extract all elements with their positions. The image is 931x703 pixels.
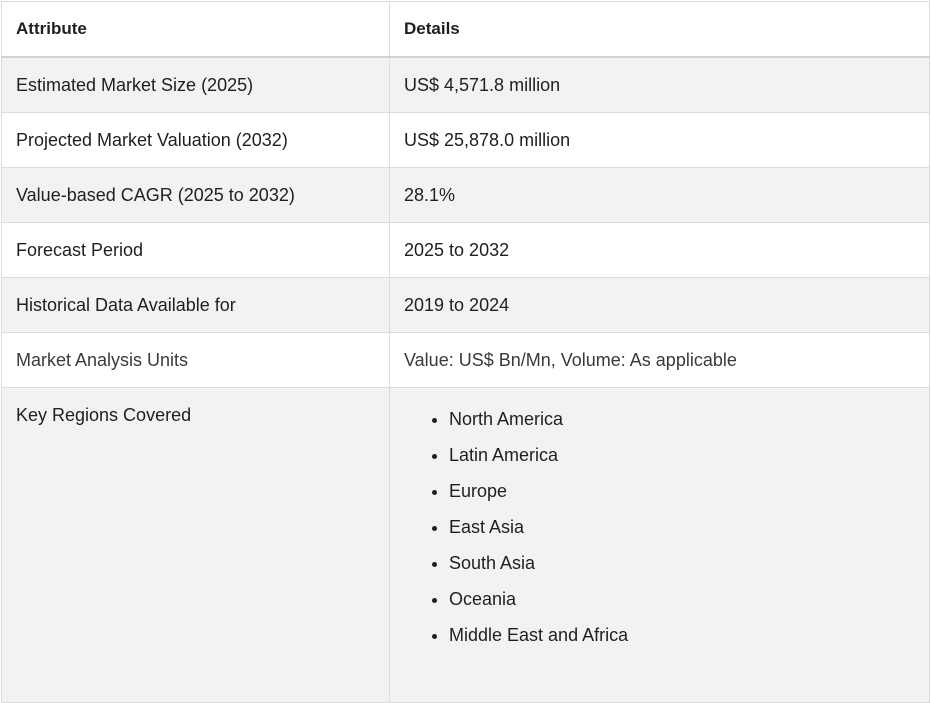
row-attribute: Forecast Period (1, 222, 390, 278)
row-details: 2025 to 2032 (389, 222, 930, 278)
regions-row: Key Regions Covered North America Latin … (1, 387, 930, 703)
regions-details: North America Latin America Europe East … (389, 387, 930, 703)
region-item: Europe (449, 478, 915, 514)
header-details: Details (389, 1, 930, 58)
row-attribute: Projected Market Valuation (2032) (1, 112, 390, 168)
region-list: North America Latin America Europe East … (404, 406, 915, 658)
table-row: Value-based CAGR (2025 to 2032) 28.1% (1, 167, 930, 223)
row-details: US$ 4,571.8 million (389, 56, 930, 113)
row-details: 2019 to 2024 (389, 277, 930, 333)
region-item: Latin America (449, 442, 915, 478)
header-row: Attribute Details (1, 1, 930, 58)
region-item: South Asia (449, 550, 915, 586)
table-row: Historical Data Available for 2019 to 20… (1, 277, 930, 333)
row-details: US$ 25,878.0 million (389, 112, 930, 168)
table-body: Estimated Market Size (2025) US$ 4,571.8… (1, 56, 930, 703)
row-attribute: Market Analysis Units (1, 332, 390, 388)
row-attribute: Historical Data Available for (1, 277, 390, 333)
row-attribute: Estimated Market Size (2025) (1, 56, 390, 113)
region-item: Middle East and Africa (449, 622, 915, 658)
table-row: Estimated Market Size (2025) US$ 4,571.8… (1, 56, 930, 113)
row-attribute: Value-based CAGR (2025 to 2032) (1, 167, 390, 223)
row-details: 28.1% (389, 167, 930, 223)
row-details: Value: US$ Bn/Mn, Volume: As applicable (389, 332, 930, 388)
region-item: Oceania (449, 586, 915, 622)
table-header: Attribute Details (1, 1, 930, 58)
page: { "table": { "headers": { "attribute": "… (0, 0, 931, 686)
region-item: East Asia (449, 514, 915, 550)
table-row: Forecast Period 2025 to 2032 (1, 222, 930, 278)
table-row: Market Analysis Units Value: US$ Bn/Mn, … (1, 332, 930, 388)
table-row: Projected Market Valuation (2032) US$ 25… (1, 112, 930, 168)
region-item: North America (449, 406, 915, 442)
header-attribute: Attribute (1, 1, 390, 58)
regions-attribute: Key Regions Covered (1, 387, 390, 703)
